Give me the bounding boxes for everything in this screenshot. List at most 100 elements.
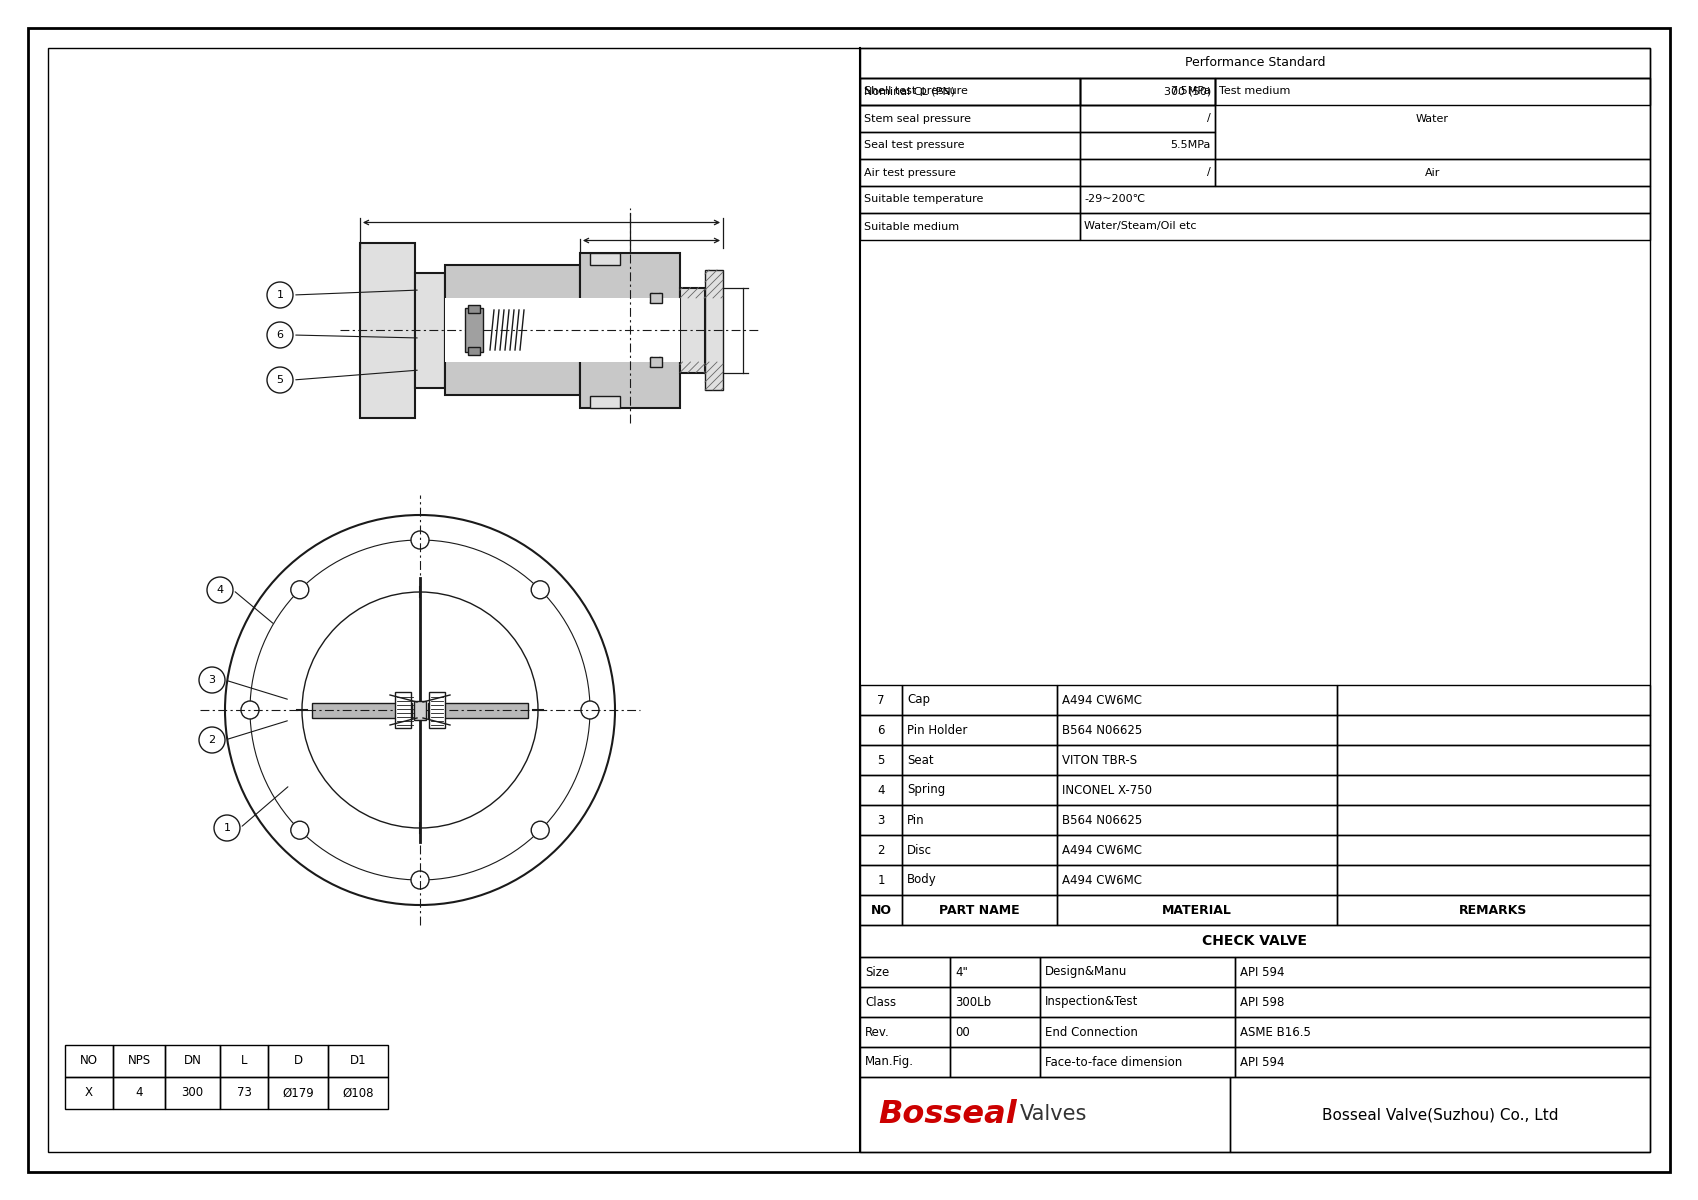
Bar	[1080, 78, 1216, 104]
Circle shape	[267, 282, 294, 308]
Bar	[396, 692, 411, 728]
Text: NPS: NPS	[127, 1055, 151, 1068]
Text: CHECK VALVE: CHECK VALVE	[1202, 934, 1307, 948]
Bar	[1080, 158, 1216, 186]
Bar	[650, 293, 662, 302]
Text: 2: 2	[878, 844, 885, 857]
Bar	[445, 265, 581, 395]
Text: Design&Manu: Design&Manu	[1044, 966, 1127, 978]
Text: Nominal CL (PN): Nominal CL (PN)	[864, 86, 954, 96]
Bar	[859, 1018, 949, 1046]
Text: 300Lb: 300Lb	[954, 996, 992, 1008]
Bar	[465, 308, 482, 352]
Bar	[859, 715, 902, 745]
Text: Man.Fig.: Man.Fig.	[864, 1056, 914, 1068]
Bar	[1336, 805, 1650, 835]
Bar	[428, 702, 528, 718]
Text: MATERIAL: MATERIAL	[1161, 904, 1233, 917]
Text: Ø108: Ø108	[343, 1086, 374, 1099]
Bar	[1234, 1046, 1650, 1078]
Text: NO: NO	[871, 904, 891, 917]
Bar	[1336, 685, 1650, 715]
Bar	[360, 242, 414, 418]
Text: Cap: Cap	[907, 694, 931, 707]
Text: End Connection: End Connection	[1044, 1026, 1138, 1038]
Text: 4: 4	[136, 1086, 143, 1099]
Bar	[1080, 104, 1216, 132]
Bar	[469, 347, 481, 355]
Text: D1: D1	[350, 1055, 367, 1068]
Text: Pin Holder: Pin Holder	[907, 724, 968, 737]
Bar	[1336, 865, 1650, 895]
Bar	[221, 1078, 268, 1109]
Bar	[114, 1078, 165, 1109]
Text: API 594: API 594	[1240, 1056, 1284, 1068]
Text: Spring: Spring	[907, 784, 946, 797]
Text: Water/Steam/Oil etc: Water/Steam/Oil etc	[1083, 222, 1197, 232]
Bar	[1080, 214, 1650, 240]
Circle shape	[531, 821, 548, 839]
Circle shape	[290, 581, 309, 599]
Circle shape	[581, 701, 599, 719]
Text: /: /	[1207, 168, 1211, 178]
Circle shape	[531, 581, 548, 599]
Text: VITON TBR-S: VITON TBR-S	[1061, 754, 1138, 767]
Text: Suitable medium: Suitable medium	[864, 222, 959, 232]
Text: 7.5MPa: 7.5MPa	[1170, 86, 1211, 96]
Bar	[1039, 958, 1234, 986]
Text: Performance Standard: Performance Standard	[1185, 56, 1324, 70]
Circle shape	[207, 577, 233, 602]
Bar	[1080, 78, 1216, 104]
Bar	[902, 805, 1056, 835]
Text: 300 (50): 300 (50)	[1163, 86, 1211, 96]
Circle shape	[290, 821, 309, 839]
Bar	[414, 272, 445, 388]
Bar	[949, 1018, 1039, 1046]
Bar	[581, 298, 679, 362]
Bar	[469, 305, 481, 313]
Text: Body: Body	[907, 874, 937, 887]
Bar	[65, 1045, 114, 1078]
Text: 4: 4	[216, 584, 224, 595]
Text: Bosseal Valve(Suzhou) Co., Ltd: Bosseal Valve(Suzhou) Co., Ltd	[1321, 1106, 1559, 1122]
Text: REMARKS: REMARKS	[1459, 904, 1528, 917]
Text: 3: 3	[878, 814, 885, 827]
Text: Stem seal pressure: Stem seal pressure	[864, 114, 971, 124]
Text: Class: Class	[864, 996, 897, 1008]
Text: 300: 300	[182, 1086, 204, 1099]
Circle shape	[214, 815, 239, 841]
Text: 3: 3	[209, 674, 216, 685]
Text: Seat: Seat	[907, 754, 934, 767]
Bar	[445, 298, 581, 362]
Bar	[859, 958, 949, 986]
Text: /: /	[1207, 114, 1211, 124]
Bar	[268, 1045, 328, 1078]
Bar	[902, 715, 1056, 745]
Bar	[1056, 865, 1336, 895]
Circle shape	[199, 667, 226, 692]
Circle shape	[241, 701, 260, 719]
Text: 1: 1	[277, 290, 284, 300]
Text: Size: Size	[864, 966, 890, 978]
Bar	[1336, 895, 1650, 925]
Text: 1: 1	[878, 874, 885, 887]
Text: L: L	[241, 1055, 248, 1068]
Bar	[859, 895, 902, 925]
Bar	[1039, 1018, 1234, 1046]
Text: Ø179: Ø179	[282, 1086, 314, 1099]
Bar	[902, 895, 1056, 925]
Circle shape	[267, 367, 294, 392]
Bar	[859, 986, 949, 1018]
Bar	[430, 692, 445, 728]
Text: 5: 5	[277, 374, 284, 385]
Bar	[859, 186, 1080, 214]
Text: Air test pressure: Air test pressure	[864, 168, 956, 178]
Bar	[1336, 835, 1650, 865]
Bar	[268, 1078, 328, 1109]
Bar	[1234, 1018, 1650, 1046]
Bar	[589, 396, 620, 408]
Text: Bosseal: Bosseal	[878, 1099, 1017, 1130]
Circle shape	[411, 530, 430, 550]
Bar	[1056, 835, 1336, 865]
Bar	[705, 270, 723, 390]
